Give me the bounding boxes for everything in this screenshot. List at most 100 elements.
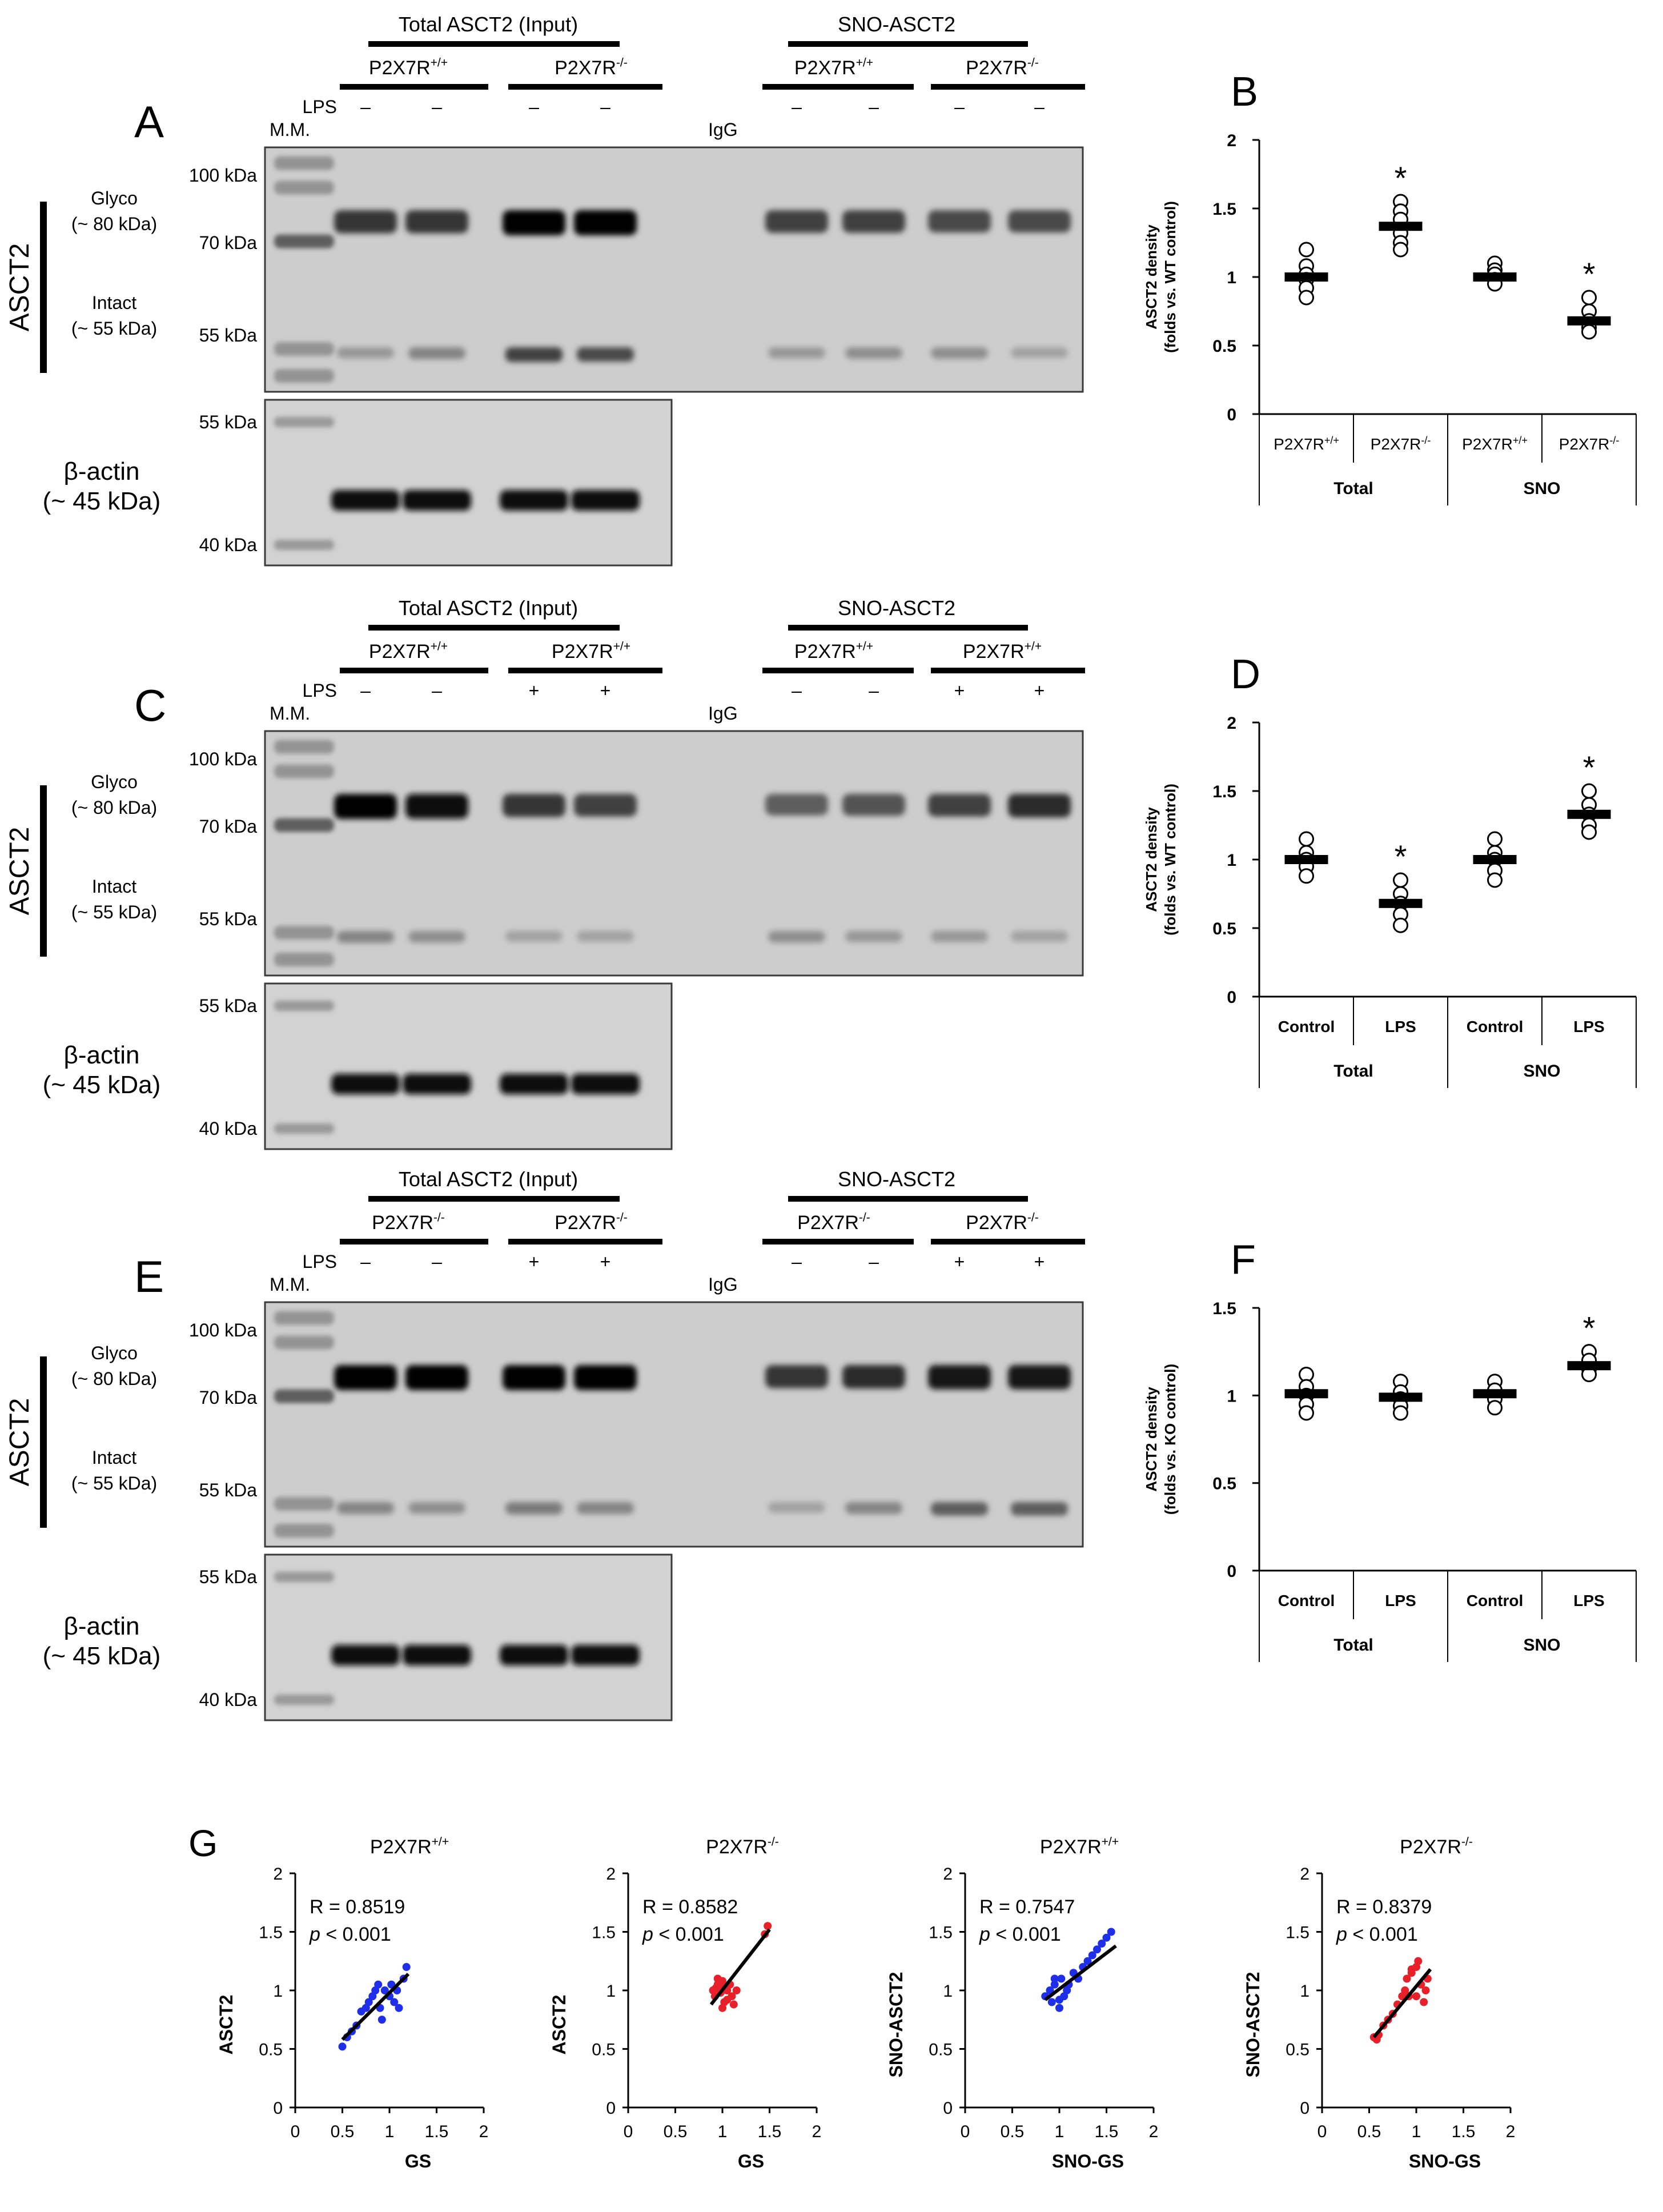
actin-band (500, 1645, 568, 1665)
intact-band (408, 1502, 465, 1514)
ladder-band (274, 1123, 334, 1134)
glyco-band (842, 1365, 905, 1389)
data-point (712, 1984, 720, 1992)
ladder-band (274, 234, 334, 248)
glyco-band (574, 1365, 637, 1390)
category-label: Control (1467, 1018, 1524, 1035)
actin-band (331, 1645, 400, 1665)
data-point (723, 1996, 732, 2004)
actin-band (331, 1074, 400, 1094)
y-tick-label: 2 (273, 1865, 283, 1884)
data-point (1407, 1965, 1416, 1974)
category-label: LPS (1573, 1018, 1604, 1035)
beta-actin-label: β-actin (64, 1612, 140, 1640)
mean-bar (1379, 1392, 1423, 1402)
ladder-band (274, 818, 334, 832)
data-point (374, 1980, 383, 1989)
y-axis-label: SNO-ASCT2 (1243, 1972, 1263, 2078)
y-tick-label: 1 (606, 1982, 616, 2001)
actin-kda-label: (~ 45 kDa) (43, 487, 161, 515)
category-label: Control (1278, 1592, 1335, 1609)
blot-panel-a: A Total ASCT2 (Input) SNO-ASCT2 P2X7R+/+ P2X… (5, 13, 1085, 567)
x-tick-label: 0.5 (331, 2122, 355, 2141)
data-point (1581, 324, 1597, 340)
panel-letter: B (1231, 69, 1258, 115)
genotype-label: P2X7R-/- (797, 1211, 870, 1234)
intact-band (931, 931, 988, 942)
group-label: SNO (1523, 1636, 1560, 1655)
intact-band (337, 347, 394, 359)
ladder-band (274, 1572, 334, 1582)
glyco-band (1008, 210, 1071, 233)
data-point (1050, 1980, 1059, 1989)
mean-bar (1473, 272, 1517, 282)
category-label: LPS (1385, 1592, 1416, 1609)
intact-band (577, 931, 634, 942)
glyco-band (503, 1365, 565, 1390)
mw-marker: 40 kDa (199, 1118, 258, 1139)
lps-mark: – (792, 1251, 802, 1272)
data-point (1093, 1945, 1101, 1954)
data-point (732, 1986, 741, 1994)
glyco-label: Glyco (91, 772, 138, 792)
ladder-band (274, 1389, 334, 1403)
data-point (1420, 1998, 1428, 2006)
mw-marker: 40 kDa (199, 1689, 258, 1710)
category-label: Control (1467, 1592, 1524, 1609)
data-point (764, 1922, 772, 1930)
sno-asct2-header: SNO-ASCT2 (838, 13, 955, 36)
total-header-bar (368, 625, 620, 631)
actin-kda-label: (~ 45 kDa) (43, 1642, 161, 1670)
data-point (1421, 1986, 1430, 1994)
mw-marker: 100 kDa (189, 165, 257, 186)
lps-mark: – (1034, 97, 1045, 117)
mw-marker: 70 kDa (199, 1387, 258, 1408)
data-point (1401, 1986, 1409, 1994)
igg-label: IgG (708, 119, 738, 140)
x-tick-label: 0 (961, 2122, 970, 2141)
x-tick-label: 1.5 (425, 2122, 449, 2141)
x-tick-label: 1 (385, 2122, 395, 2141)
data-point (1299, 831, 1314, 847)
mean-bar (1379, 898, 1423, 908)
glyco-band (928, 1365, 991, 1390)
data-point (1046, 1986, 1054, 1994)
plot-title: P2X7R-/- (1400, 1835, 1473, 1858)
ladder-band (274, 1524, 334, 1538)
asct2-side-label: ASCT2 (5, 243, 35, 332)
sno-asct2-header: SNO-ASCT2 (838, 1167, 955, 1191)
y-axis-label: (folds vs. WT control) (1162, 201, 1179, 353)
mean-bar (1284, 272, 1328, 282)
sno-header-bar (788, 41, 1028, 47)
mean-bar (1379, 222, 1423, 231)
category-label: P2X7R+/+ (1462, 435, 1528, 453)
panel-letter: A (134, 97, 164, 147)
ladder-band (274, 953, 334, 967)
data-point (1403, 1974, 1411, 1983)
y-axis-label: ASCT2 density (1143, 224, 1160, 330)
lps-mark: – (432, 97, 442, 117)
genotype-label: P2X7R+/+ (963, 640, 1042, 663)
glyco-band (1008, 794, 1071, 818)
asct2-side-bar (40, 202, 47, 373)
actin-blot-image (264, 982, 673, 1150)
data-point (1581, 783, 1597, 799)
mean-bar (1284, 855, 1328, 864)
mw-marker: 55 kDa (199, 909, 258, 929)
y-tick-label: 0 (273, 2099, 283, 2118)
ladder-band (274, 540, 334, 550)
ladder-band (274, 925, 334, 940)
data-point (1393, 242, 1408, 258)
genotype-label: P2X7R-/- (555, 56, 628, 79)
glyco-band (405, 1365, 468, 1390)
y-tick-label: 0.5 (592, 2041, 616, 2060)
genotype-label: P2X7R-/- (966, 1211, 1039, 1234)
genotype-bar (340, 668, 488, 673)
genotype-label: P2X7R+/+ (369, 640, 448, 663)
intact-band (337, 931, 394, 943)
y-tick-label: 2 (1227, 131, 1236, 150)
intact-band (408, 347, 465, 359)
correlation-plot-4: P2X7R-/- 0 0.5 1 1.5 2 0 0.5 1 1.5 2 SNO-GS SNO-ASCT… (1243, 1835, 1515, 2171)
data-point (1487, 1400, 1503, 1416)
genotype-bar (508, 84, 662, 90)
